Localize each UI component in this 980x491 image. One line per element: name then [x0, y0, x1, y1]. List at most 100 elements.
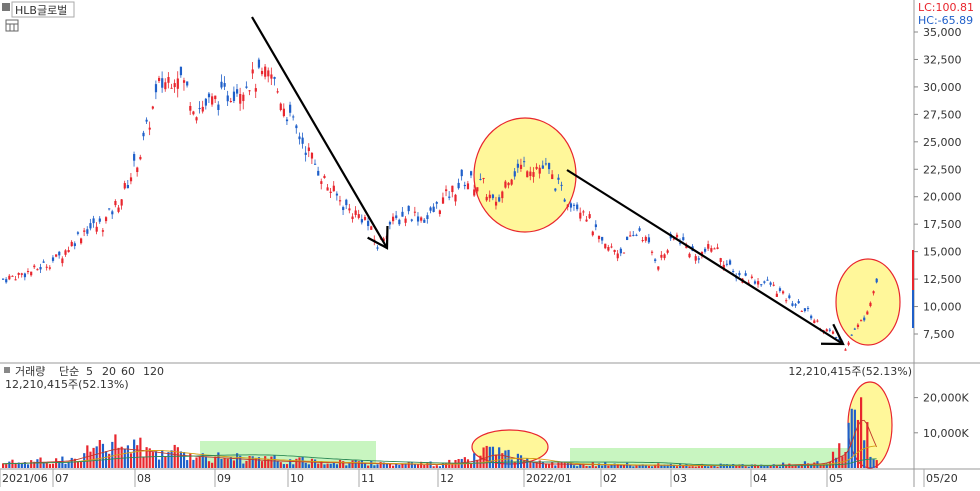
candle-body: [432, 206, 435, 212]
volume-bar: [270, 456, 273, 468]
candle-body: [479, 178, 482, 180]
volume-bar: [276, 461, 279, 468]
candle-body: [473, 189, 476, 196]
price-tick-label: 27,500: [923, 108, 962, 121]
volume-bar: [548, 464, 551, 468]
candle-body: [201, 106, 204, 112]
volume-bar: [2, 463, 5, 468]
volume-bar: [844, 451, 847, 468]
highlight-circle-1: [473, 117, 577, 233]
volume-bar: [797, 465, 800, 468]
volume-bar: [769, 465, 772, 468]
trend-arrow-1-head: [367, 225, 389, 250]
legend-simple: 단순: [59, 365, 79, 378]
volume-bar: [725, 464, 729, 468]
volume-bar: [382, 462, 385, 468]
trend-arrows: [251, 16, 845, 346]
candle-body: [270, 74, 273, 79]
volume-tick-label: 20,000K: [923, 392, 969, 405]
candle-body: [76, 232, 80, 234]
volume-bar: [307, 464, 310, 468]
candle-body: [557, 177, 560, 180]
candle-body: [17, 272, 20, 275]
candle-body: [407, 205, 410, 212]
candle-body: [753, 281, 757, 284]
volume-bar: [766, 465, 769, 468]
candle-body: [576, 204, 579, 210]
volume-bar: [588, 466, 591, 468]
candle-body: [794, 304, 797, 306]
candle-body: [182, 80, 186, 83]
candle-body: [304, 152, 307, 155]
volume-tick-label: 10,000K: [923, 427, 969, 440]
candle-body: [563, 199, 566, 202]
volume-bar: [576, 466, 579, 468]
volume-bar: [192, 459, 195, 468]
volume-bar: [345, 465, 348, 468]
volume-bar: [73, 458, 76, 468]
volume-bar: [120, 446, 123, 468]
volume-bar: [70, 457, 73, 468]
candle-body: [264, 66, 267, 77]
volume-bar: [260, 461, 264, 468]
volume-bar: [572, 465, 576, 468]
volume-bar: [182, 452, 186, 468]
time-tick-label: 09: [217, 472, 231, 485]
price-tick-label: 15,000: [923, 246, 962, 259]
candle-body: [579, 212, 582, 219]
stock-name[interactable]: HLB글로벌: [15, 4, 67, 17]
volume-bar: [20, 463, 23, 468]
candle-body: [45, 266, 48, 268]
candle-body: [51, 257, 55, 261]
candle-body: [757, 281, 760, 285]
volume-bar: [351, 460, 354, 468]
volume-bar: [716, 466, 719, 468]
candle-body: [298, 136, 301, 140]
candle-body: [725, 263, 729, 265]
candle-body: [816, 320, 819, 322]
volume-legend: 거래량 단순 5 20 60 120 12,210,415주(52.13%) 1…: [4, 365, 912, 391]
candle-body: [11, 275, 14, 277]
volume-bar: [510, 459, 513, 468]
candle-body: [504, 181, 507, 188]
volume-bar: [669, 463, 672, 468]
candle-body: [835, 337, 838, 339]
candle-body: [716, 247, 719, 249]
candle-body: [295, 125, 298, 129]
candle-body: [392, 216, 395, 222]
candle-body: [510, 179, 513, 185]
volume-bar: [810, 464, 813, 468]
candle-body: [239, 94, 242, 104]
candle-body: [229, 100, 232, 103]
volume-value-left: 12,210,415주(52.13%): [5, 378, 129, 391]
trend-arrow-2-head: [820, 323, 845, 346]
candle-body: [806, 307, 810, 309]
volume-bar: [329, 463, 332, 468]
stock-name-box[interactable]: [11, 1, 75, 18]
candle-body: [831, 331, 835, 334]
candle-body: [33, 265, 36, 268]
candle-body: [289, 104, 292, 113]
candle-body: [108, 208, 111, 210]
volume-bar: [314, 459, 317, 468]
volume-bar: [778, 466, 782, 468]
volume-bar: [239, 455, 242, 468]
volume-bar: [619, 464, 622, 468]
volume-bar: [585, 466, 588, 468]
candle-body: [763, 281, 766, 283]
volume-bar: [145, 447, 148, 468]
candle-body: [632, 234, 635, 236]
volume-bar: [513, 461, 516, 468]
candles-group: [2, 57, 878, 351]
candle-body: [161, 78, 164, 88]
volume-bar: [108, 453, 111, 468]
volume-bar: [186, 460, 189, 468]
table-icon[interactable]: [5, 19, 19, 32]
candle-body: [572, 204, 576, 206]
volume-bar: [426, 462, 429, 468]
candle-body: [26, 271, 30, 273]
volume-bar: [529, 462, 532, 468]
volume-bar: [248, 455, 251, 468]
candle-body: [523, 161, 526, 163]
candle-body: [211, 96, 214, 105]
